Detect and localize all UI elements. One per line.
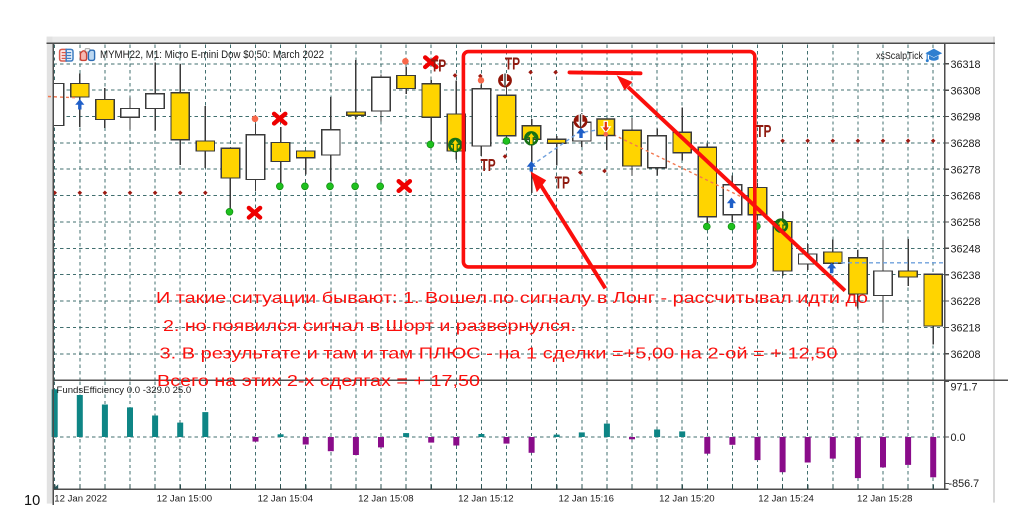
svg-text:Всего на этих 2-х сделгах = +: Всего на этих 2-х сделгах = + 17,50 — [157, 373, 480, 390]
svg-text:xsScalpTick: xsScalpTick — [876, 51, 924, 62]
svg-text:12 Jan 15:20: 12 Jan 15:20 — [659, 493, 714, 504]
svg-text:2. но появился сигнал в Шорт: 2. но появился сигнал в Шорт и развернул… — [163, 318, 576, 335]
svg-text:36218: 36218 — [951, 323, 981, 335]
svg-text:36258: 36258 — [951, 217, 981, 229]
svg-text:12 Jan 15:24: 12 Jan 15:24 — [758, 493, 814, 504]
svg-text:-856.7: -856.7 — [949, 478, 980, 490]
svg-text:12 Jan 15:16: 12 Jan 15:16 — [559, 493, 614, 504]
svg-text:3. В результате и там и там ПЛ: 3. В результате и там и там ПЛЮС - на 1 … — [160, 345, 838, 362]
svg-text:12 Jan 15:00: 12 Jan 15:00 — [157, 493, 212, 504]
svg-text:TP: TP — [555, 172, 570, 192]
svg-text:36298: 36298 — [951, 112, 981, 124]
svg-text:12 Jan 15:04: 12 Jan 15:04 — [258, 493, 314, 504]
svg-text:TP: TP — [481, 155, 496, 175]
svg-text:36208: 36208 — [951, 349, 981, 361]
svg-text:36228: 36228 — [951, 296, 981, 308]
svg-text:36288: 36288 — [951, 138, 981, 150]
svg-text:FundsEfficiency 0.0 -329.0 25.: FundsEfficiency 0.0 -329.0 25.0 — [57, 385, 192, 396]
svg-text:И такие ситуации бывают: 1. В: И такие ситуации бывают: 1. Вошел по сиг… — [156, 290, 868, 307]
svg-text:12 Jan 15:12: 12 Jan 15:12 — [458, 493, 513, 504]
svg-text:36278: 36278 — [951, 164, 981, 176]
svg-text:12 Jan 15:08: 12 Jan 15:08 — [358, 493, 413, 504]
svg-text:12 Jan 15:28: 12 Jan 15:28 — [857, 493, 912, 504]
svg-text:36238: 36238 — [951, 270, 981, 282]
svg-text:TP: TP — [505, 54, 520, 74]
svg-text:36248: 36248 — [951, 243, 981, 255]
svg-text:36318: 36318 — [951, 59, 981, 71]
svg-text:10: 10 — [24, 493, 40, 509]
svg-text:TP: TP — [756, 121, 771, 141]
svg-text:MYMH22, M1: Micro E-mini Dow: MYMH22, M1: Micro E-mini Dow $0.50: Marc… — [100, 49, 324, 61]
svg-text:971.7: 971.7 — [951, 382, 978, 394]
svg-text:12 Jan 2022: 12 Jan 2022 — [54, 493, 107, 504]
svg-text:0.0: 0.0 — [951, 432, 966, 444]
svg-text:TP: TP — [431, 55, 446, 75]
svg-text:36308: 36308 — [951, 85, 981, 97]
svg-text:36268: 36268 — [951, 191, 981, 203]
